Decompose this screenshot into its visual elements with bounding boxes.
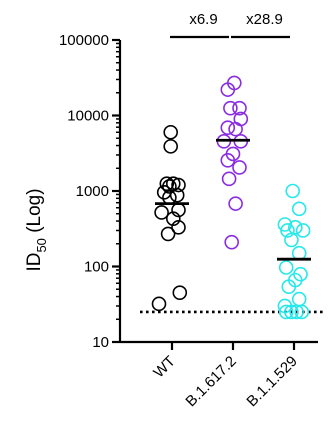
y-tick-label: 100 (84, 259, 109, 276)
comparison-label: x6.9 (189, 11, 217, 28)
data-point (171, 177, 186, 193)
y-axis-title-subscript: 50 (34, 238, 49, 252)
x-tick-label: B.1.1.529 (243, 353, 300, 410)
y-tick-label: 1000 (76, 183, 109, 200)
medians-group (155, 138, 311, 261)
y-axis-title-suffix: (Log) (24, 188, 45, 238)
comparison-label: x28.9 (246, 11, 283, 28)
y-axis-title: ID50 (Log) (24, 188, 49, 271)
data-point (277, 298, 293, 314)
data-point (225, 146, 241, 162)
y-tick-label: 10 (92, 334, 109, 351)
data-point (163, 124, 178, 140)
data-point (293, 266, 308, 282)
data-point (171, 220, 186, 235)
data-point (160, 226, 176, 242)
data-point (277, 217, 293, 232)
data-point (227, 75, 242, 91)
x-tick-label: WT (150, 353, 179, 382)
data-point (291, 201, 307, 217)
data-point (287, 220, 303, 235)
data-point (278, 260, 294, 275)
data-point (163, 139, 178, 154)
data-point (154, 205, 169, 220)
x-tick-label: B.1.617.2 (182, 353, 239, 410)
data-point (233, 111, 249, 127)
points-group (151, 75, 311, 320)
y-axis-title-base: ID (24, 253, 45, 272)
y-tick-label: 100000 (59, 32, 109, 49)
data-point (291, 245, 307, 261)
data-point (166, 176, 181, 191)
data-point (278, 304, 294, 320)
data-point (166, 211, 181, 226)
data-point (151, 296, 167, 312)
data-point (221, 171, 237, 187)
data-point (295, 223, 311, 238)
annotations-group: x6.9 x28.9 (170, 11, 290, 39)
data-point (228, 196, 243, 211)
data-point (224, 234, 239, 250)
y-tick-label: 10000 (67, 108, 109, 125)
data-point (223, 100, 238, 116)
data-point (159, 176, 175, 191)
data-point (220, 120, 236, 135)
data-point (291, 291, 307, 307)
data-point (285, 183, 301, 199)
data-point (172, 285, 188, 300)
data-point (162, 179, 177, 194)
data-point (232, 160, 247, 175)
data-point (232, 100, 247, 116)
